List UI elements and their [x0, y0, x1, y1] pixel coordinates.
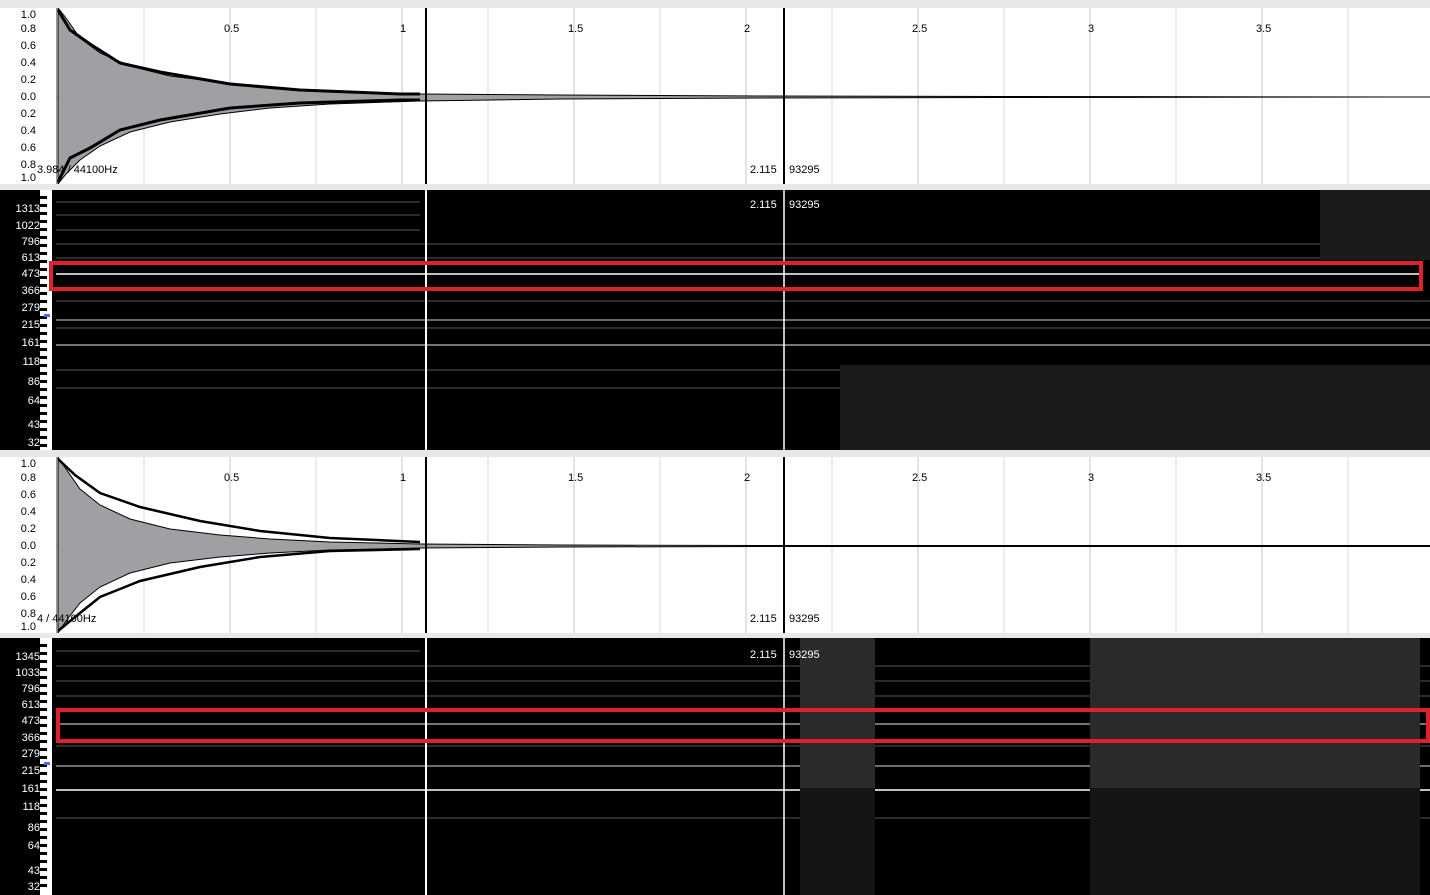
freq-tick: 473: [21, 268, 40, 280]
spectrogram-pane-bottom[interactable]: 1345 1033 796 613 473 366 279 215 161 11…: [0, 638, 1430, 895]
y-tick: 0.8: [20, 23, 36, 35]
cursor-time-label: 2.115: [750, 199, 777, 211]
cursor-time-label: 2.115: [750, 613, 777, 625]
freq-tick: 1033: [15, 667, 40, 679]
time-tick: 2: [744, 472, 751, 484]
y-tick: 0.0: [20, 540, 36, 552]
freq-tick: 118: [22, 356, 40, 368]
spectrogram-pane-top[interactable]: 1313 1022 796 613 473 366 279 215 161 11…: [0, 190, 1430, 450]
y-tick: 0.8: [20, 472, 36, 484]
cursor-sample-label: 93295: [789, 649, 820, 661]
y-tick: 0.8: [20, 159, 36, 171]
freq-tick: 613: [21, 699, 40, 711]
spectrogram-harmonics-bottom: [40, 638, 1430, 895]
freq-tick: 64: [27, 395, 40, 407]
time-tick: 1: [400, 23, 407, 35]
frequency-axis-top: 1313 1022 796 613 473 366 279 215 161 11…: [0, 190, 40, 450]
spectrogram-harmonics-top: [40, 190, 1430, 450]
y-tick: 0.2: [20, 523, 36, 535]
sample-rate-label: 3.984 / 44100Hz: [37, 164, 118, 176]
time-tick: 2: [744, 23, 751, 35]
freq-tick: 796: [21, 683, 40, 695]
y-tick: 0.2: [20, 557, 36, 569]
freq-tick: 473: [21, 715, 40, 727]
y-tick: 0.4: [20, 506, 36, 518]
time-tick: 1.5: [568, 23, 584, 35]
freq-tick: 613: [21, 252, 40, 264]
freq-tick: 796: [21, 236, 40, 248]
freq-tick: 86: [27, 376, 40, 388]
freq-tick: 366: [21, 732, 40, 744]
time-tick: 3.5: [1256, 472, 1272, 484]
y-tick: 1.0: [20, 172, 36, 184]
y-tick: 0.2: [20, 108, 36, 120]
freq-tick: 43: [27, 419, 40, 431]
waveform-pane-top[interactable]: 1.0 0.8 0.6 0.4 0.2 0.0 0.2 0.4 0.6 0.8 …: [0, 8, 1430, 184]
highlight-box-top: [49, 261, 1423, 291]
freq-tick: 32: [27, 881, 40, 893]
highlight-box-bottom: [56, 708, 1430, 743]
time-tick: 0.5: [224, 23, 240, 35]
freq-tick: 1022: [15, 220, 40, 232]
freq-tick: 118: [22, 801, 40, 813]
y-tick: 0.6: [20, 591, 36, 603]
freq-tick: 279: [21, 302, 40, 314]
y-tick: 0.8: [20, 608, 36, 620]
freq-tick: 366: [21, 285, 40, 297]
waveform-y-axis-bottom: 1.0 0.8 0.6 0.4 0.2 0.0 0.2 0.4 0.6 0.8 …: [0, 457, 57, 633]
y-tick: 1.0: [20, 458, 36, 470]
time-tick: 3: [1088, 472, 1095, 484]
y-tick: 1.0: [20, 9, 36, 21]
waveform-envelope: [57, 457, 1430, 633]
cursor-time-label: 2.115: [750, 164, 777, 176]
y-tick: 1.0: [20, 621, 36, 633]
freq-tick: 215: [21, 319, 40, 331]
cursor-sample-label: 93295: [789, 164, 820, 176]
time-tick: 0.5: [224, 472, 240, 484]
waveform-pane-bottom[interactable]: 1.0 0.8 0.6 0.4 0.2 0.0 0.2 0.4 0.6 0.8 …: [0, 457, 1430, 633]
y-tick: 0.0: [20, 91, 36, 103]
freq-tick: 1345: [15, 651, 40, 663]
freq-tick: 32: [27, 437, 40, 449]
y-tick: 0.6: [20, 489, 36, 501]
y-tick: 0.6: [20, 40, 36, 52]
freq-tick: 43: [27, 865, 40, 877]
freq-tick: 215: [21, 765, 40, 777]
waveform-y-axis-top: 1.0 0.8 0.6 0.4 0.2 0.0 0.2 0.4 0.6 0.8 …: [0, 8, 57, 184]
y-tick: 0.6: [20, 142, 36, 154]
frequency-axis-bottom: 1345 1033 796 613 473 366 279 215 161 11…: [0, 638, 40, 895]
waveform-grid-top: [56, 8, 1430, 184]
cursor-time-label: 2.115: [750, 649, 777, 661]
freq-tick: 161: [21, 337, 40, 349]
freq-tick: 64: [27, 840, 40, 852]
y-tick: 0.4: [20, 125, 36, 137]
y-tick: 0.2: [20, 74, 36, 86]
cursor-sample-label: 93295: [789, 199, 820, 211]
freq-tick: 161: [21, 783, 40, 795]
freq-tick: 86: [27, 822, 40, 834]
y-tick: 0.4: [20, 57, 36, 69]
freq-tick: 279: [21, 748, 40, 760]
time-tick: 2.5: [912, 472, 928, 484]
time-tick: 1: [400, 472, 407, 484]
sample-rate-label: 4 / 44100Hz: [37, 613, 97, 625]
time-tick: 3: [1088, 23, 1095, 35]
waveform-grid-bottom: [56, 457, 1430, 633]
time-tick: 2.5: [912, 23, 928, 35]
time-tick: 1.5: [568, 472, 584, 484]
freq-tick: 1313: [15, 203, 40, 215]
time-tick: 3.5: [1256, 23, 1272, 35]
y-tick: 0.4: [20, 574, 36, 586]
cursor-sample-label: 93295: [789, 613, 820, 625]
